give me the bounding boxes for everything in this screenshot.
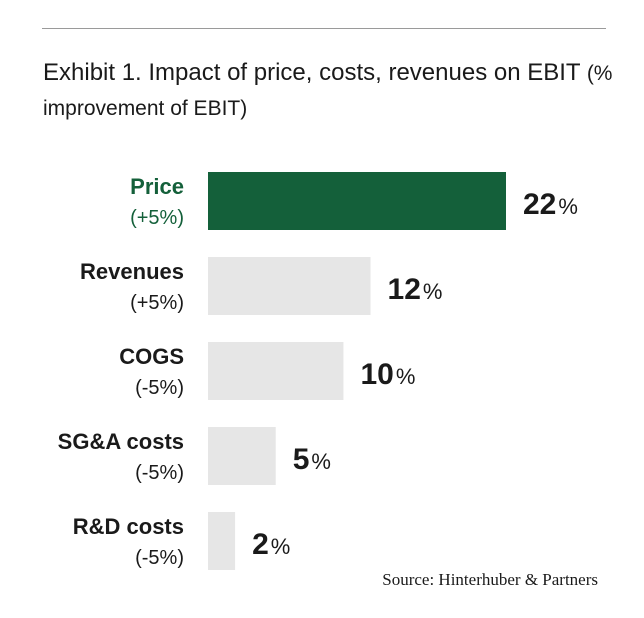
category-sublabel: (-5%) (135, 547, 184, 569)
bar (208, 512, 236, 570)
category-sublabel: (+5%) (130, 292, 184, 314)
chart-title-main: Exhibit 1. Impact of price, costs, reven… (43, 59, 581, 86)
category-label: R&D costs (73, 514, 184, 539)
value-label: 2% (252, 528, 290, 561)
bar-row: R&D costs (-5%) 2% (73, 512, 290, 570)
bar-row: SG&A costs (-5%) 5% (58, 427, 331, 485)
category-label: Revenues (80, 259, 184, 284)
value-label: 10% (360, 358, 415, 391)
value-label: 12% (388, 273, 443, 306)
category-sublabel: (-5%) (135, 377, 184, 399)
bar-row: COGS (-5%) 10% (119, 342, 415, 400)
chart-title-sub: (% improvement of EBIT) (43, 62, 613, 120)
category-label: SG&A costs (58, 429, 184, 454)
category-label: COGS (119, 344, 184, 369)
bar (208, 342, 344, 400)
top-rule (42, 28, 606, 29)
value-label: 5% (293, 443, 331, 476)
bar (208, 172, 506, 230)
bar (208, 427, 276, 485)
category-label: Price (130, 174, 184, 199)
bar (208, 257, 371, 315)
value-label: 22% (523, 188, 578, 221)
category-sublabel: (-5%) (135, 462, 184, 484)
category-sublabel: (+5%) (130, 207, 184, 229)
source-note: Source: Hinterhuber & Partners (382, 570, 598, 589)
bar-row: Revenues (+5%) 12% (80, 257, 442, 315)
chart-title: Exhibit 1. Impact of price, costs, reven… (43, 56, 613, 126)
bar-row: Price (+5%) 22% (130, 172, 578, 230)
